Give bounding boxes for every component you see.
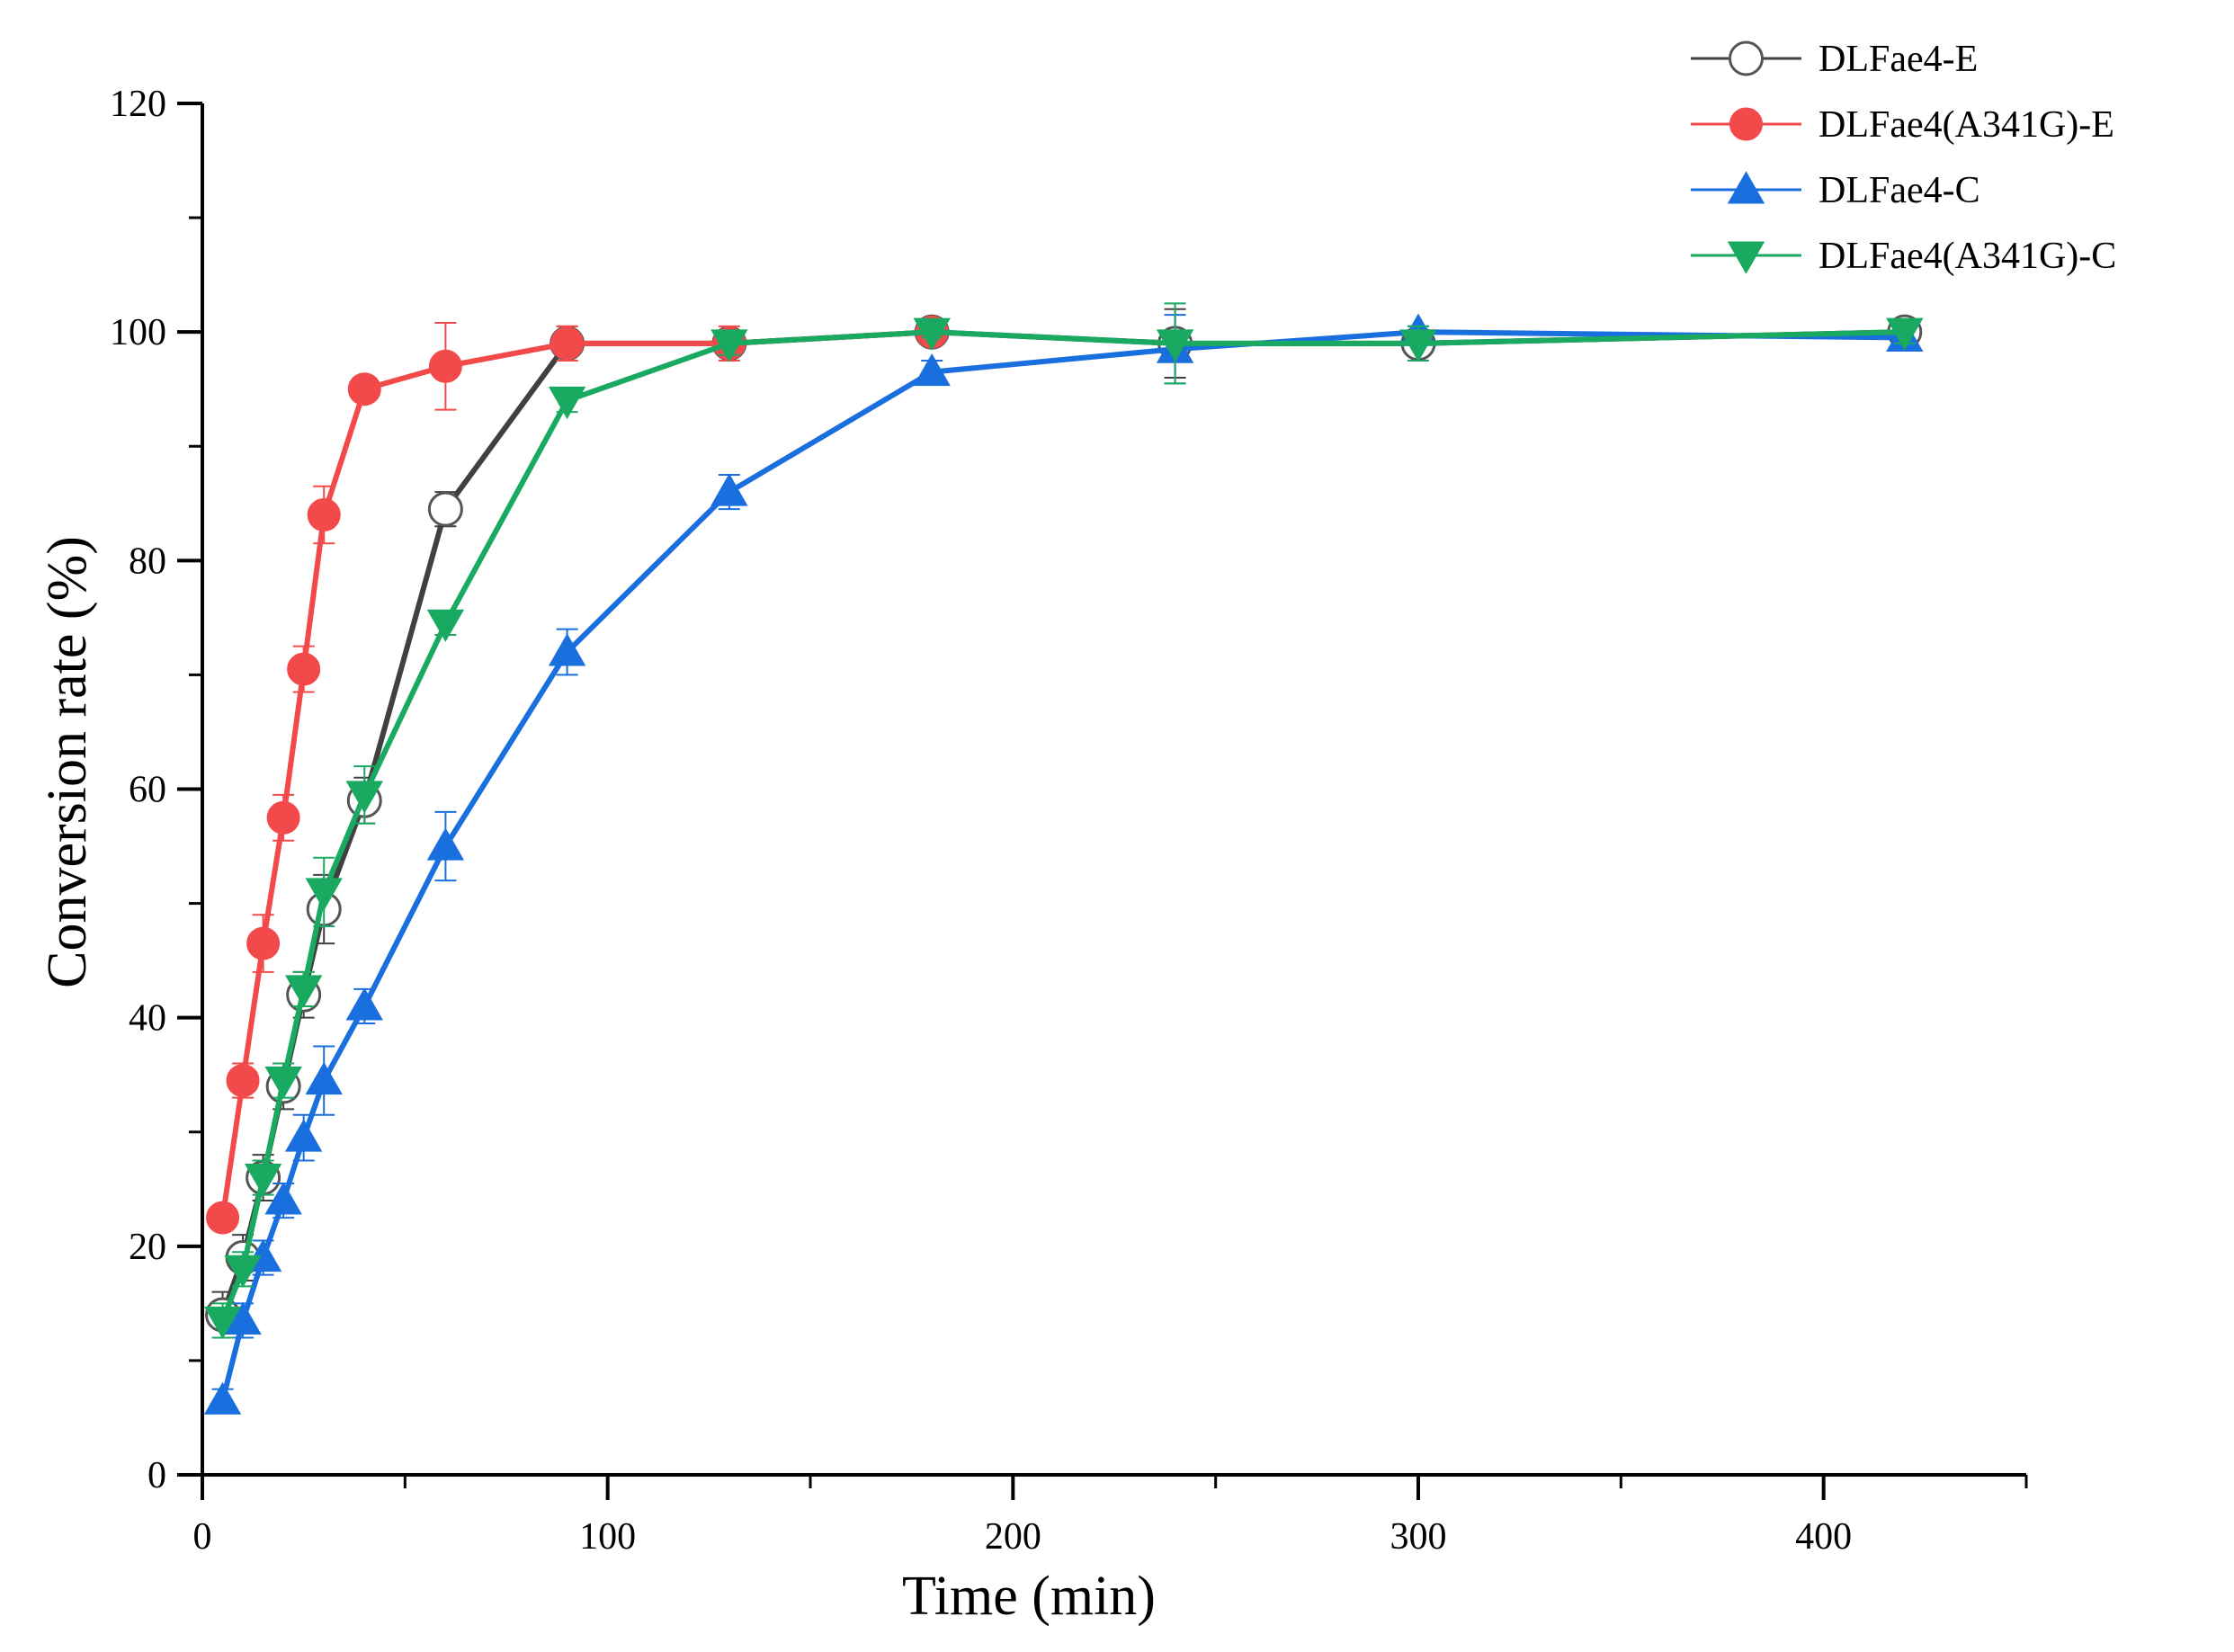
- data-point: [1399, 329, 1437, 362]
- legend-item: DLFae4(A341G)-C: [1691, 236, 2116, 277]
- data-point: [203, 1306, 242, 1340]
- legend-marker: [1729, 107, 1763, 141]
- data-point: [287, 652, 321, 686]
- error-bars: [211, 302, 1916, 1339]
- series-4: [203, 302, 1924, 1340]
- data-point: [913, 317, 951, 351]
- legend: DLFae4-E DLFae4(A341G)-E DLFae4-C DLFae4(A3…: [1691, 39, 2116, 277]
- data-point: [264, 1182, 302, 1215]
- y-axis-title: Conversion rate (%): [37, 536, 98, 988]
- x-tick-label: 400: [1795, 1516, 1852, 1558]
- legend-label: DLFae4-C: [1818, 170, 1980, 211]
- error-bars: [211, 308, 1916, 1339]
- data-point: [426, 609, 465, 642]
- y-tick-label: 40: [129, 998, 166, 1040]
- y-tick-label: 100: [110, 312, 166, 353]
- y-tick-label: 20: [129, 1227, 166, 1268]
- legend-item: DLFae4-E: [1691, 39, 1978, 80]
- data-point: [1156, 329, 1194, 362]
- series-line: [219, 329, 1905, 1402]
- y-tick-label: 60: [129, 770, 166, 811]
- data-point: [913, 353, 951, 387]
- data-point: [264, 1067, 302, 1100]
- legend-item: DLFae4-C: [1691, 170, 1980, 211]
- legend-item: DLFae4(A341G)-E: [1691, 104, 2114, 146]
- data-point: [710, 329, 748, 362]
- legend-label: DLFae4-E: [1818, 39, 1978, 80]
- data-point: [710, 473, 748, 506]
- data-point: [426, 827, 465, 861]
- data-point: [427, 491, 463, 527]
- data-point: [244, 1164, 282, 1197]
- data-point: [345, 781, 383, 814]
- x-tick-label: 200: [985, 1516, 1041, 1558]
- legend-label: DLFae4(A341G)-E: [1818, 104, 2114, 146]
- series-1: [205, 308, 1923, 1339]
- legend-label: DLFae4(A341G)-C: [1818, 236, 2116, 277]
- data-point: [345, 987, 383, 1021]
- x-tick-label: 100: [579, 1516, 636, 1558]
- plot-area: [203, 302, 1924, 1415]
- x-tick-label: 300: [1390, 1516, 1447, 1558]
- data-point: [305, 878, 343, 911]
- data-point: [284, 975, 323, 1008]
- data-point: [347, 372, 381, 406]
- data-point: [224, 1301, 262, 1335]
- ticks: [177, 102, 2028, 1500]
- y-tick-label: 0: [147, 1455, 166, 1496]
- data-point: [266, 800, 300, 835]
- legend-marker: [1727, 241, 1765, 274]
- data-point: [226, 1064, 260, 1098]
- legend-marker: [1727, 171, 1765, 204]
- x-tick-label: 0: [193, 1516, 212, 1558]
- data-point: [550, 326, 585, 361]
- y-tick-label: 120: [110, 84, 166, 125]
- data-point: [1886, 317, 1924, 351]
- data-point: [203, 1381, 242, 1415]
- tick-labels: 0 20 40 60 80 100 120 0 100 200 300 400: [110, 84, 1852, 1558]
- series-line: [219, 329, 1905, 1322]
- axes: 0 20 40 60 80 100 120 0 100 200 300 400: [110, 84, 2028, 1558]
- data-point: [548, 633, 586, 666]
- data-point: [284, 1119, 323, 1152]
- data-point: [206, 1201, 240, 1235]
- data-point: [307, 498, 341, 531]
- data-point: [224, 1255, 262, 1288]
- series-3: [203, 313, 1924, 1415]
- data-point: [305, 1061, 343, 1095]
- y-tick-label: 80: [129, 540, 166, 582]
- data-point: [548, 386, 586, 420]
- series-line: [219, 329, 1905, 1317]
- data-point: [428, 349, 462, 383]
- data-point: [246, 926, 281, 960]
- x-axis-title: Time (min): [902, 1566, 1156, 1627]
- legend-marker: [1729, 40, 1764, 76]
